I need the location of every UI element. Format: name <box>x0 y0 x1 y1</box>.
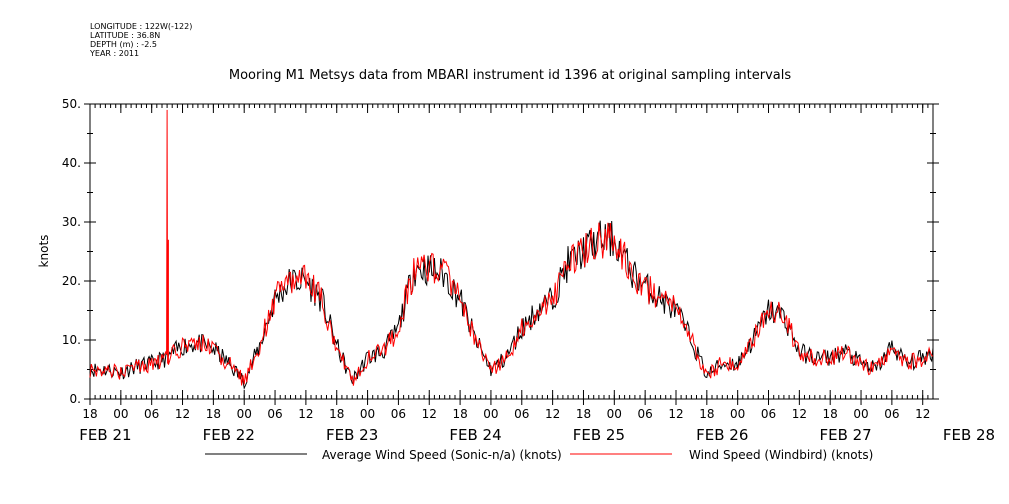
x-tick-label: 18 <box>823 407 838 421</box>
header-year: YEAR : 2011 <box>90 49 140 58</box>
x-tick-label: 06 <box>638 407 653 421</box>
x-tick-label: 18 <box>699 407 714 421</box>
x-tick-label: 06 <box>144 407 159 421</box>
x-tick-label: 00 <box>483 407 498 421</box>
y-axis-label: knots <box>37 235 51 268</box>
y-axis: 0. 10. 20. 30. 40. 50. <box>62 97 939 406</box>
header-depth: DEPTH (m) : -2.5 <box>90 40 157 49</box>
y-tick-label: 50. <box>62 97 81 111</box>
date-label: FEB 25 <box>573 426 625 444</box>
x-tick-label: 12 <box>175 407 190 421</box>
legend: Average Wind Speed (Sonic-n/a) (knots) W… <box>205 448 873 462</box>
x-axis: 18 00 06 12 18 00 06 12 18 00 06 12 18 00 06 12 18 00 06 12… <box>82 104 930 421</box>
series-line-0 <box>89 220 934 390</box>
date-label: FEB 22 <box>203 426 255 444</box>
x-tick-label: 00 <box>237 407 252 421</box>
y-tick-label: 40. <box>62 156 81 170</box>
x-tick-label: 06 <box>514 407 529 421</box>
x-tick-label: 00 <box>113 407 128 421</box>
legend-label-average-wind: Average Wind Speed (Sonic-n/a) (knots) <box>322 448 562 462</box>
x-tick-label: 18 <box>452 407 467 421</box>
y-tick-label: 10. <box>62 333 81 347</box>
x-tick-label: 06 <box>884 407 899 421</box>
x-tick-label: 18 <box>576 407 591 421</box>
x-tick-label: 12 <box>915 407 930 421</box>
date-label: FEB 26 <box>696 426 748 444</box>
x-tick-label: 12 <box>668 407 683 421</box>
y-tick-label: 0. <box>70 392 81 406</box>
x-tick-label: 00 <box>360 407 375 421</box>
x-tick-label: 12 <box>298 407 313 421</box>
header-latitude: LATITUDE : 36.8N <box>90 31 161 40</box>
header-longitude: LONGITUDE : 122W(-122) <box>90 22 193 31</box>
series-line-1 <box>89 109 934 386</box>
x-tick-label: 00 <box>853 407 868 421</box>
y-tick-label: 20. <box>62 274 81 288</box>
legend-label-windbird: Wind Speed (Windbird) (knots) <box>689 448 873 462</box>
x-tick-label: 12 <box>545 407 560 421</box>
date-label: FEB 28 <box>943 426 995 444</box>
x-tick-label: 00 <box>730 407 745 421</box>
date-label: FEB 21 <box>79 426 131 444</box>
x-tick-label: 12 <box>422 407 437 421</box>
x-tick-label: 18 <box>206 407 221 421</box>
date-label: FEB 27 <box>819 426 871 444</box>
date-label: FEB 24 <box>449 426 501 444</box>
date-label: FEB 23 <box>326 426 378 444</box>
y-tick-label: 30. <box>62 215 81 229</box>
x-tick-label: 12 <box>792 407 807 421</box>
date-labels: FEB 21 FEB 22 FEB 23 FEB 24 FEB 25 FEB 26 FEB … <box>79 426 995 444</box>
x-tick-label: 18 <box>329 407 344 421</box>
x-tick-label: 06 <box>761 407 776 421</box>
x-tick-label: 18 <box>82 407 97 421</box>
x-tick-label: 06 <box>391 407 406 421</box>
chart-title: Mooring M1 Metsys data from MBARI instru… <box>228 68 792 83</box>
x-tick-label: 00 <box>607 407 622 421</box>
series-group <box>89 109 934 390</box>
x-tick-label: 06 <box>267 407 282 421</box>
